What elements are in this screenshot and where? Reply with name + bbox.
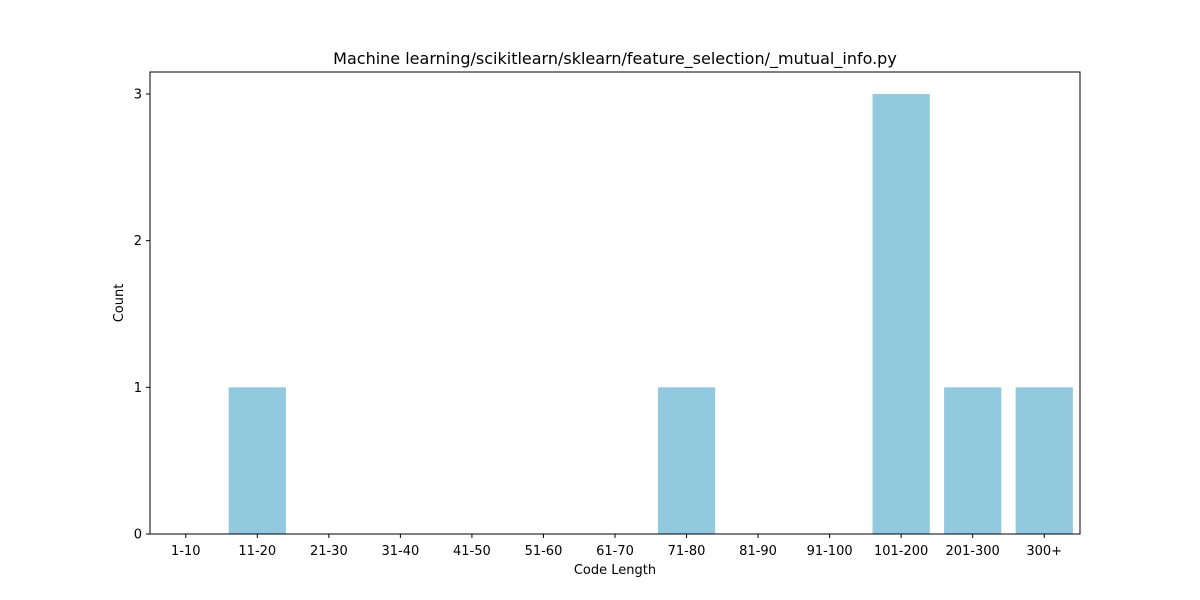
bar-201-300: [944, 387, 1002, 534]
x-tick-label: 91-100: [807, 544, 853, 559]
x-axis-label: Code Length: [574, 563, 656, 578]
bar-101-200: [872, 94, 930, 534]
bar-11-20: [228, 387, 286, 534]
x-tick-label: 300+: [1026, 544, 1062, 559]
y-axis-label: Count: [112, 284, 127, 323]
bars-group: [228, 94, 1073, 534]
x-tick-label: 41-50: [453, 544, 491, 559]
x-tick-label: 81-90: [739, 544, 777, 559]
bar-300+: [1015, 387, 1073, 534]
y-tick-label: 3: [134, 88, 142, 103]
x-tick-label: 1-10: [171, 544, 201, 559]
x-tick-label: 31-40: [381, 544, 419, 559]
x-tick-label: 11-20: [238, 544, 276, 559]
x-tick-label: 21-30: [310, 544, 348, 559]
x-tick-label: 51-60: [525, 544, 563, 559]
chart-title: Machine learning/scikitlearn/sklearn/fea…: [333, 49, 897, 69]
x-tick-label: 61-70: [596, 544, 634, 559]
y-tick-label: 1: [134, 381, 142, 396]
y-tick-label: 2: [134, 234, 142, 249]
x-tick-label: 201-300: [946, 544, 1000, 559]
plot-frame: [149, 71, 1081, 535]
bar-71-80: [657, 387, 716, 534]
x-axis-ticks: 1-10 11-20 21-30 31-40 41-50 51-60 61-70 71-80 8…: [171, 534, 1062, 559]
y-axis-ticks: 0 1 2 3: [134, 88, 150, 543]
x-tick-label: 71-80: [668, 544, 706, 559]
y-tick-label: 0: [134, 528, 142, 543]
x-tick-label: 101-200: [874, 544, 928, 559]
